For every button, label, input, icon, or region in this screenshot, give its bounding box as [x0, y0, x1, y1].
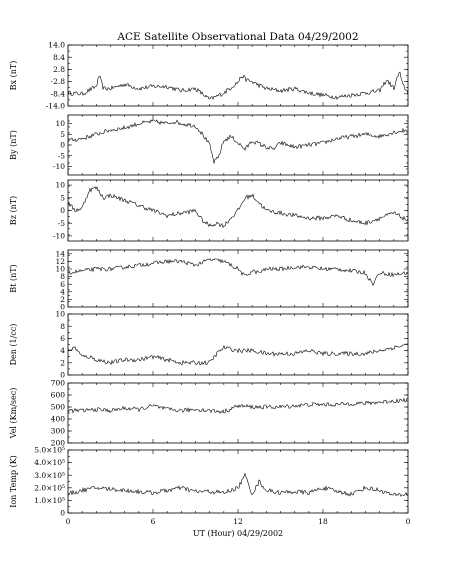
series-line — [67, 258, 409, 287]
y-axis-label: Vel (Km/sec) — [9, 388, 18, 440]
series-line — [67, 343, 409, 366]
y-tick-label: 8 — [60, 272, 65, 281]
y-axis-label: By (nT) — [9, 130, 18, 160]
series-line — [67, 472, 409, 497]
y-tick-label: 6 — [60, 334, 65, 343]
chart-title: ACE Satellite Observational Data 04/29/2… — [116, 31, 358, 43]
y-tick-label: 2 — [60, 358, 65, 367]
panel-frame — [67, 179, 409, 242]
panel-5: 10 8 6 4 2 0 Den (1/cc) — [9, 310, 409, 380]
y-tick-label: 10 — [55, 265, 65, 274]
y-tick-label: 10 — [55, 310, 65, 319]
panel-frame — [67, 249, 409, 308]
y-tick-label: 5 — [60, 130, 65, 139]
y-tick-label: 4.0×10⁵ — [34, 458, 65, 467]
y-tick-label: -10 — [53, 232, 65, 241]
y-tick-label: 0 — [60, 141, 65, 150]
y-tick-label: 10 — [55, 181, 65, 190]
y-tick-label: -5 — [58, 151, 66, 160]
x-axis-label: UT (Hour) 04/29/2002 — [193, 529, 283, 538]
y-tick-label: 600 — [51, 391, 66, 400]
y-tick-label: -14.0 — [46, 102, 65, 111]
y-axis-label: Bt (nT) — [9, 264, 18, 292]
panel-frame — [67, 44, 409, 107]
y-tick-label: 14.0 — [48, 41, 65, 50]
x-tick-label: 6 — [151, 517, 156, 526]
y-tick-label: -8.4 — [51, 89, 66, 98]
y-tick-label: 10 — [55, 119, 65, 128]
y-tick-label: 5.0×10⁵ — [34, 446, 65, 455]
y-axis-label: Bx (nT) — [9, 61, 18, 91]
y-tick-label: 14 — [55, 249, 65, 258]
panel-7: 5.0×10⁵ 4.0×10⁵ 3.0×10⁵ 2.0×10⁵ 1.0×10⁵ 0 Ion … — [9, 446, 411, 526]
y-axis-label: Den (1/cc) — [9, 324, 18, 366]
panel-3: 10 5 0 -5 -10 Bz (nT) — [9, 179, 409, 242]
y-tick-label: -2.8 — [51, 77, 66, 86]
y-tick-label: 200 — [51, 439, 66, 448]
y-tick-label: 0 — [60, 206, 65, 215]
panel-6: 700 600 500 400 300 200 Vel (Km/sec) — [9, 379, 409, 448]
y-tick-label: 0 — [60, 371, 65, 380]
panel-frame — [67, 114, 409, 176]
series-line — [67, 71, 409, 101]
series-line — [67, 397, 409, 414]
x-tick-label: 18 — [318, 517, 328, 526]
y-tick-label: 8.4 — [53, 53, 65, 62]
panel-frame — [67, 449, 409, 514]
series-line — [67, 186, 409, 229]
y-tick-label: 0 — [60, 303, 65, 312]
y-tick-label: 12 — [55, 257, 65, 266]
y-tick-label: 3.0×10⁵ — [34, 471, 65, 480]
y-tick-label: 8 — [60, 322, 65, 331]
x-tick-label: 12 — [233, 517, 243, 526]
panel-frame — [67, 313, 409, 376]
y-tick-label: 1.0×10⁵ — [34, 496, 65, 505]
panel-1: 14.0 8.4 2.8 -2.8 -8.4 -14.0 Bx (nT) — [9, 41, 409, 111]
series-line — [67, 119, 409, 164]
y-tick-label: 2 — [60, 295, 65, 304]
y-tick-label: 500 — [51, 403, 66, 412]
y-tick-label: 4 — [60, 287, 65, 296]
y-tick-label: 300 — [51, 427, 66, 436]
x-tick-label: 0 — [406, 517, 411, 526]
panel-stack: 14.08.42.8-2.8-8.4-14.0Bx (nT)1050-5-10B… — [9, 41, 411, 526]
x-tick-label: 0 — [66, 517, 71, 526]
y-tick-label: 5 — [60, 193, 65, 202]
y-tick-label: 700 — [51, 379, 66, 388]
y-tick-label: 6 — [60, 280, 65, 289]
y-tick-label: 400 — [51, 415, 66, 424]
y-axis-label: Ion Temp (K) — [9, 455, 18, 508]
y-tick-label: 2.0×10⁵ — [34, 483, 65, 492]
y-tick-label: 4 — [60, 346, 65, 355]
y-tick-label: -10 — [53, 162, 65, 171]
y-tick-label: -5 — [58, 219, 66, 228]
panel-2: 10 5 0-5 -10 By (nT) — [9, 114, 409, 176]
y-tick-label: 0 — [60, 509, 65, 518]
panel-frame — [67, 382, 409, 444]
y-tick-label: 2.8 — [53, 65, 65, 74]
y-axis-label: Bz (nT) — [9, 196, 18, 225]
